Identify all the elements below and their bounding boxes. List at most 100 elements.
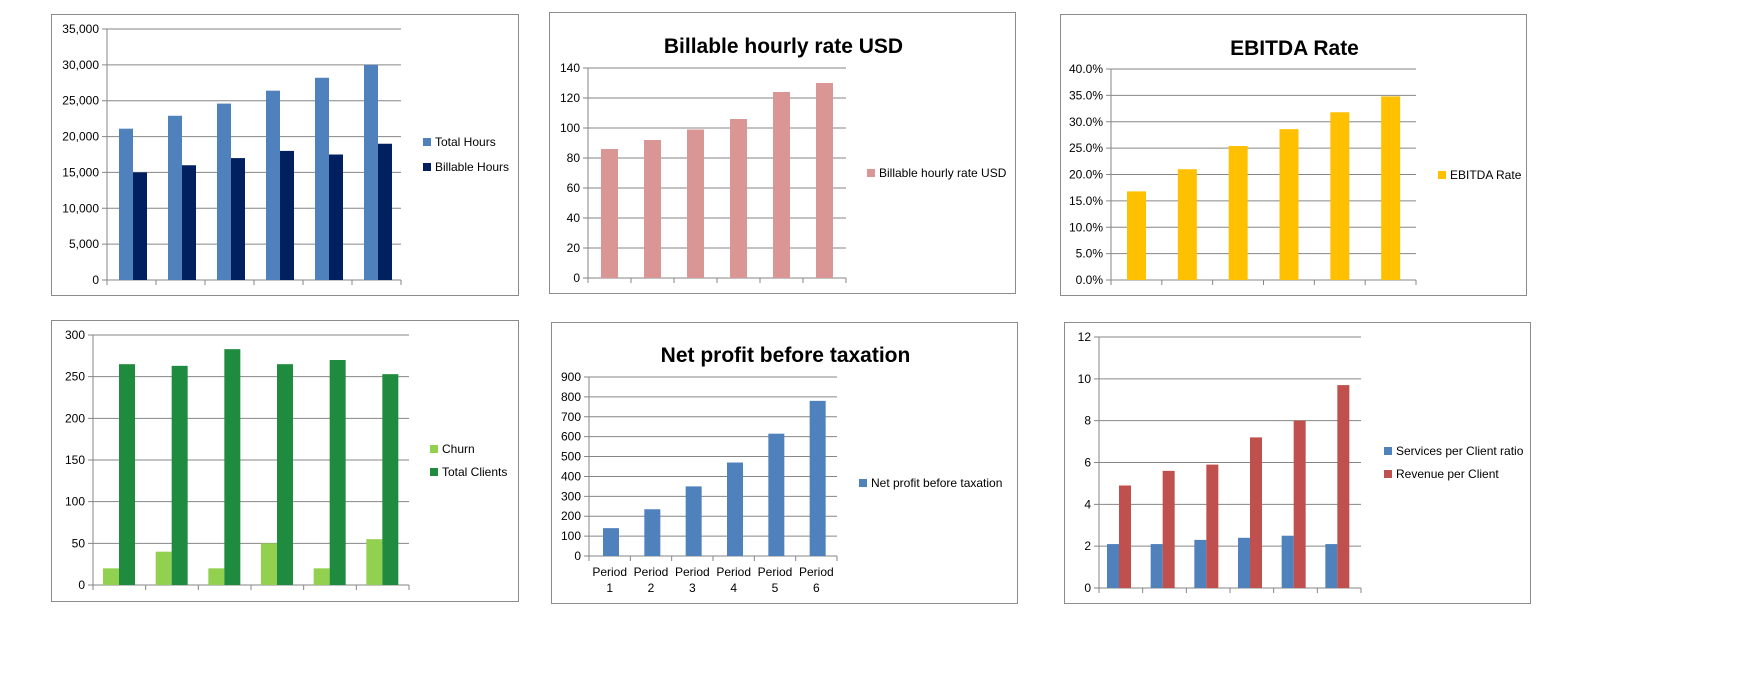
bar-total-hours (217, 103, 231, 280)
y-tick-label: 20.0% (1069, 168, 1103, 182)
bar-total-hours (168, 115, 182, 280)
bar-services-per-client-ratio (1150, 544, 1163, 588)
chart-title: EBITDA Rate (1230, 37, 1359, 60)
legend-label: Billable Hours (435, 160, 509, 174)
y-tick-label: 0 (573, 271, 580, 285)
y-tick-label: 2 (1084, 539, 1091, 553)
bar-ebitda-rate (1177, 169, 1197, 280)
x-tick-label: 6 (813, 581, 820, 595)
chart-svg-ebitda-rate: EBITDA Rate 0.0% 5.0% 10.0% 15.0% 20.0% 25.0% 3… (1069, 37, 1522, 287)
y-tick-label: 15.0% (1069, 194, 1103, 208)
chart-panel-ebitda-rate: EBITDA Rate 0.0% 5.0% 10.0% 15.0% 20.0% 25.0% 3… (1060, 14, 1527, 296)
legend-swatch (430, 468, 438, 476)
legend-label: Total Hours (435, 135, 496, 149)
bar-ebitda-rate (1381, 96, 1401, 281)
bar-billable-hours (378, 143, 392, 280)
bar-churn (366, 539, 383, 585)
y-tick-label: 25,000 (62, 94, 99, 108)
chart-panel-clients: 0 50 100 150 200 250 300 Churn Total Clients (51, 320, 519, 602)
bar-churn (313, 568, 330, 585)
y-tick-label: 25.0% (1069, 141, 1103, 155)
bar-total-hours (364, 64, 378, 280)
y-tick-label: 140 (560, 61, 580, 75)
y-tick-label: 60 (567, 181, 581, 195)
x-tick-label: Period (799, 565, 834, 579)
y-tick-label: 40.0% (1069, 62, 1103, 76)
y-tick-label: 4 (1084, 497, 1091, 511)
y-tick-label: 40 (567, 211, 581, 225)
y-tick-label: 100 (560, 121, 580, 135)
chart-title: Net profit before taxation (661, 344, 911, 367)
legend-label: Total Clients (442, 465, 507, 479)
bar-billable-hourly-rate-usd (730, 119, 747, 278)
y-tick-label: 100 (561, 529, 581, 543)
y-tick-label: 12 (1078, 330, 1092, 344)
legend-label: Billable hourly rate USD (879, 166, 1007, 180)
bar-revenue-per-client (1162, 470, 1175, 588)
chart-panel-revenue-services: 0 2 4 6 8 10 12 Services per Client ratio Revenu… (1064, 322, 1531, 604)
x-tick-label: 3 (689, 581, 696, 595)
legend-swatch (423, 163, 431, 171)
bar-services-per-client-ratio (1281, 535, 1294, 588)
chart-svg-billable-rate: Billable hourly rate USD 0 20 40 60 80 100 120 1… (560, 35, 1007, 285)
y-tick-label: 0 (1084, 581, 1091, 595)
y-tick-label: 0 (574, 549, 581, 563)
legend-label: Churn (442, 442, 475, 456)
bar-total-clients (171, 365, 188, 585)
y-tick-label: 700 (561, 410, 581, 424)
legend-swatch (859, 479, 867, 487)
chart-panel-net-profit: Net profit before taxation 0 100 200 300 400 5… (551, 322, 1018, 604)
bar-billable-hourly-rate-usd (773, 92, 790, 278)
y-tick-label: 10.0% (1069, 220, 1103, 234)
y-tick-label: 35,000 (62, 22, 99, 36)
bar-revenue-per-client (1250, 437, 1262, 588)
legend-swatch (867, 169, 875, 177)
y-tick-label: 250 (65, 370, 85, 384)
bar-ebitda-rate (1330, 112, 1350, 280)
y-tick-label: 10 (1078, 372, 1092, 386)
y-tick-label: 6 (1084, 456, 1091, 470)
bar-net-profit-before-taxation (644, 509, 661, 556)
y-tick-label: 0.0% (1076, 273, 1104, 287)
bar-net-profit-before-taxation (768, 433, 785, 556)
y-tick-label: 30.0% (1069, 115, 1103, 129)
bar-ebitda-rate (1228, 146, 1248, 280)
y-tick-label: 900 (561, 370, 581, 384)
bar-total-clients (382, 374, 399, 585)
bar-billable-hours (133, 172, 147, 280)
chart-title: Billable hourly rate USD (664, 35, 903, 58)
y-tick-label: 100 (65, 495, 85, 509)
bar-billable-hours (182, 165, 196, 280)
bar-billable-hourly-rate-usd (644, 140, 661, 278)
chart-panel-hours: 0 5,000 10,000 15,000 20,000 25,000 30,000 35,0… (51, 14, 519, 296)
y-tick-label: 600 (561, 430, 581, 444)
y-tick-label: 15,000 (62, 165, 99, 179)
bar-billable-hours (329, 154, 343, 280)
bar-net-profit-before-taxation (727, 462, 743, 556)
bar-total-clients (224, 349, 241, 585)
y-tick-label: 150 (65, 453, 85, 467)
y-tick-label: 0 (92, 273, 99, 287)
bar-billable-hourly-rate-usd (601, 149, 618, 278)
x-tick-label: 2 (648, 581, 655, 595)
bar-total-clients (329, 360, 346, 585)
bar-total-hours (315, 77, 329, 280)
bar-services-per-client-ratio (1194, 539, 1207, 588)
legend-swatch (423, 138, 431, 146)
y-tick-label: 0 (78, 578, 85, 592)
bar-services-per-client-ratio (1107, 544, 1119, 588)
bar-revenue-per-client (1337, 385, 1350, 588)
bar-total-clients (119, 364, 135, 585)
x-tick-label: Period (758, 565, 793, 579)
x-tick-label: Period (675, 565, 710, 579)
bar-billable-hours (231, 158, 245, 280)
legend-swatch (1384, 447, 1392, 455)
bar-billable-hourly-rate-usd (687, 129, 704, 278)
bar-ebitda-rate (1279, 129, 1299, 280)
y-tick-label: 300 (561, 489, 581, 503)
y-tick-label: 300 (65, 328, 85, 342)
bar-billable-hourly-rate-usd (816, 83, 833, 278)
bar-churn (103, 568, 119, 585)
legend-label: Revenue per Client (1396, 467, 1499, 481)
y-tick-label: 5,000 (69, 237, 99, 251)
